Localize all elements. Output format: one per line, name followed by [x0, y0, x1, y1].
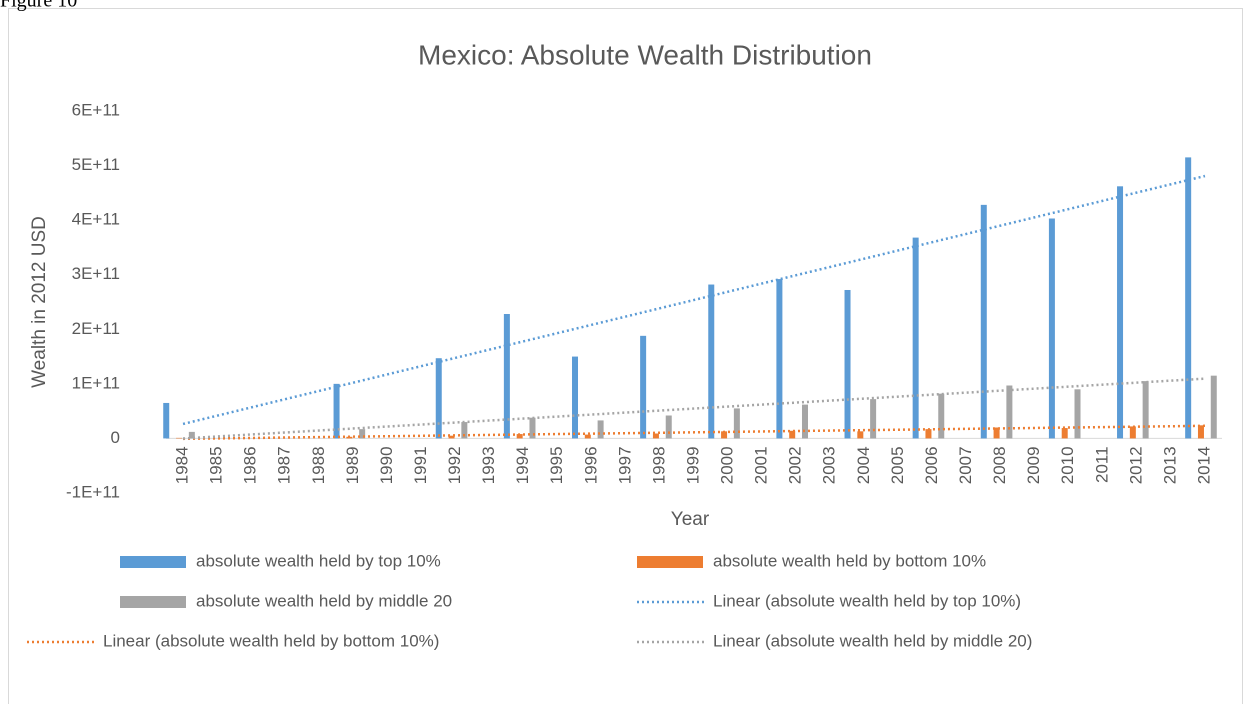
- x-tick-label: 2013: [1160, 446, 1179, 484]
- bar: [1129, 426, 1136, 439]
- bar: [435, 358, 442, 439]
- bar: [640, 335, 647, 439]
- figure-label: Figure 10: [0, 0, 77, 12]
- legend-swatch: [120, 556, 186, 568]
- bar: [925, 429, 932, 439]
- x-tick-label: 2010: [1058, 446, 1077, 484]
- bar: [448, 435, 455, 439]
- bar: [1061, 428, 1068, 439]
- x-tick-label: 2014: [1194, 446, 1213, 484]
- x-tick-label: 1992: [445, 446, 464, 484]
- bar: [993, 427, 1000, 439]
- x-tick-label: 1986: [241, 446, 260, 484]
- y-tick-label: -1E+11: [66, 482, 120, 501]
- bar: [359, 429, 366, 439]
- bar: [1074, 389, 1081, 439]
- bar: [870, 399, 877, 439]
- bar: [1185, 157, 1192, 439]
- x-tick-label: 1984: [173, 446, 192, 484]
- x-tick-label: 1989: [343, 446, 362, 484]
- x-tick-label: 2003: [820, 446, 839, 484]
- legend-label: absolute wealth held by top 10%: [196, 551, 441, 570]
- x-tick-label: 1985: [207, 446, 226, 484]
- y-tick-label: 4E+11: [72, 210, 120, 229]
- legend-label: absolute wealth held by middle 20: [196, 591, 452, 610]
- y-tick-label: 3E+11: [72, 264, 120, 283]
- bar: [789, 430, 796, 439]
- x-tick-label: 1991: [411, 446, 430, 484]
- x-tick-label: 1990: [377, 446, 396, 484]
- bar: [1142, 381, 1149, 439]
- x-tick-label: 1994: [513, 446, 532, 484]
- y-tick-label: 1E+11: [72, 373, 120, 392]
- x-tick-label: 1993: [479, 446, 498, 484]
- x-tick-label: 2005: [888, 446, 907, 484]
- bar: [980, 204, 987, 439]
- bar: [1117, 186, 1124, 439]
- x-tick-label: 2012: [1126, 446, 1145, 484]
- bar: [776, 279, 783, 439]
- x-tick-label: 1998: [649, 446, 668, 484]
- bar: [516, 434, 523, 439]
- bar: [1197, 425, 1204, 439]
- x-tick-label: 1999: [683, 446, 702, 484]
- bar: [597, 420, 604, 439]
- bar: [503, 314, 510, 439]
- bar: [461, 422, 468, 439]
- bar: [176, 437, 183, 439]
- bar: [333, 383, 340, 439]
- x-tick-label: 2006: [922, 446, 941, 484]
- x-tick-label: 1987: [275, 446, 294, 484]
- bar: [721, 431, 728, 439]
- bar: [572, 356, 579, 439]
- x-tick-label: 1997: [615, 446, 634, 484]
- legend-label: absolute wealth held by bottom 10%: [713, 551, 986, 570]
- x-tick-label: 1988: [309, 446, 328, 484]
- x-tick-label: 2008: [990, 446, 1009, 484]
- x-tick-label: 1996: [581, 446, 600, 484]
- bar: [733, 408, 740, 439]
- x-tick-label: 2004: [854, 446, 873, 484]
- trendline: [182, 377, 1206, 440]
- trendline: [183, 424, 1205, 441]
- chart-frame: [8, 8, 1243, 704]
- x-tick-label: 2011: [1092, 446, 1111, 483]
- bar: [912, 237, 919, 439]
- bar: [1210, 375, 1217, 439]
- bar: [163, 402, 170, 439]
- x-tick-label: 2002: [786, 446, 805, 484]
- x-tick-label: 2000: [718, 446, 737, 484]
- bar: [584, 434, 591, 439]
- bar: [529, 417, 536, 439]
- bar: [1048, 218, 1055, 439]
- legend-swatch: [637, 556, 703, 568]
- y-tick-label: 2E+11: [72, 319, 120, 338]
- legend-swatch: [120, 596, 186, 608]
- y-tick-label: 6E+11: [72, 100, 120, 119]
- bar: [857, 431, 864, 439]
- y-tick-label: 0: [111, 428, 120, 447]
- chart-title: Mexico: Absolute Wealth Distribution: [418, 39, 872, 70]
- legend-label: Linear (absolute wealth held by middle 2…: [713, 631, 1032, 650]
- x-tick-label: 2001: [752, 446, 771, 484]
- legend-label: Linear (absolute wealth held by top 10%): [713, 591, 1021, 610]
- trendline: [182, 174, 1206, 426]
- bar: [652, 433, 659, 439]
- bar: [1006, 385, 1013, 439]
- legend-label: Linear (absolute wealth held by bottom 1…: [103, 631, 439, 650]
- bar: [188, 431, 195, 439]
- x-tick-label: 1995: [547, 446, 566, 484]
- bar: [708, 284, 715, 439]
- x-axis-title: Year: [671, 509, 710, 530]
- bar: [938, 393, 945, 439]
- y-axis-title: Wealth in 2012 USD: [29, 216, 50, 388]
- y-tick-label: 5E+11: [72, 155, 120, 174]
- x-tick-label: 2009: [1024, 446, 1043, 484]
- bar: [665, 415, 672, 439]
- bar: [844, 289, 851, 439]
- bar: [801, 404, 808, 439]
- x-tick-label: 2007: [956, 446, 975, 484]
